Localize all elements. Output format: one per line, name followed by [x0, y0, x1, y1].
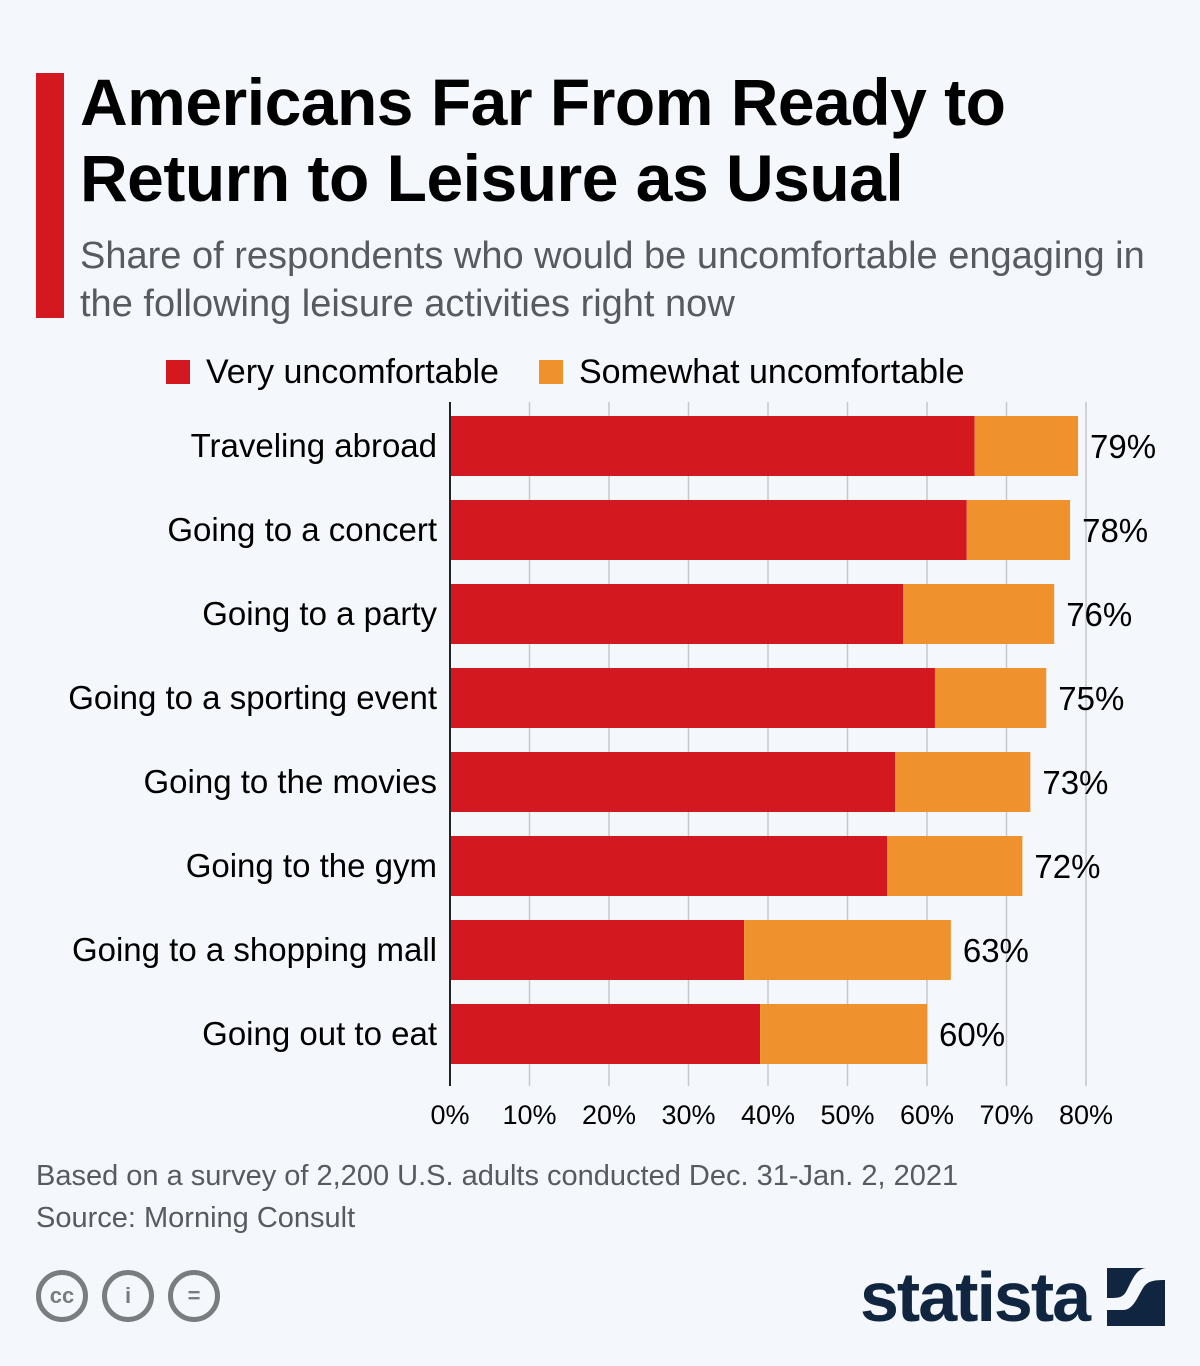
total-value-label: 63%: [963, 932, 1029, 969]
category-label: Going out to eat: [202, 1015, 437, 1052]
x-tick-label: 70%: [979, 1100, 1033, 1130]
x-tick-label: 60%: [900, 1100, 954, 1130]
x-tick-label: 40%: [741, 1100, 795, 1130]
bar-very-uncomfortable: [450, 416, 975, 476]
category-label: Going to the movies: [144, 763, 438, 800]
x-tick-label: 20%: [582, 1100, 636, 1130]
chart-subtitle: Share of respondents who would be uncomf…: [80, 235, 1145, 325]
legend-swatch-somewhat: [538, 360, 563, 384]
legend-item-very: Very uncomfortable: [166, 353, 499, 392]
bar-very-uncomfortable: [450, 752, 896, 812]
bar-very-uncomfortable: [450, 584, 904, 644]
legend-swatch-very: [166, 360, 190, 384]
bar-somewhat-uncomfortable: [966, 500, 1071, 560]
category-label: Going to a concert: [167, 511, 437, 548]
category-labels: Traveling abroad Going to a concert Going …: [68, 427, 437, 1052]
bar-somewhat-uncomfortable: [934, 668, 1047, 728]
no-derivatives-icon[interactable]: =: [168, 1270, 220, 1322]
bar-somewhat-uncomfortable: [760, 1004, 927, 1064]
total-value-label: 75%: [1058, 680, 1124, 717]
total-value-label: 72%: [1034, 848, 1100, 885]
bar-somewhat-uncomfortable: [895, 752, 1031, 812]
footnote: Based on a survey of 2,200 U.S. adults c…: [36, 1155, 958, 1239]
total-value-label: 79%: [1090, 428, 1156, 465]
total-value-label: 76%: [1066, 596, 1132, 633]
bar-very-uncomfortable: [450, 1004, 761, 1064]
category-label: Going to a shopping mall: [72, 931, 437, 968]
statista-wordmark: statista: [860, 1258, 1091, 1336]
x-tick-label: 80%: [1059, 1100, 1113, 1130]
statista-logo[interactable]: statista: [860, 1258, 1166, 1336]
category-label: Going to a sporting event: [68, 679, 437, 716]
legend-label-very: Very uncomfortable: [206, 352, 499, 391]
bar-somewhat-uncomfortable: [887, 836, 1023, 896]
chart-title: Americans Far From Ready to Return to Le…: [80, 65, 1006, 215]
x-tick-label: 10%: [502, 1100, 556, 1130]
survey-note: Based on a survey of 2,200 U.S. adults c…: [36, 1160, 959, 1192]
bar-very-uncomfortable: [450, 836, 888, 896]
x-tick-label: 30%: [661, 1100, 715, 1130]
statista-mark-icon: [1107, 1268, 1166, 1326]
x-tick-label: 0%: [430, 1100, 469, 1130]
bar-very-uncomfortable: [450, 668, 935, 728]
total-value-label: 60%: [939, 1016, 1005, 1053]
title-accent-bar: [36, 73, 64, 318]
source-note: Source: Morning Consult: [36, 1202, 356, 1234]
bar-very-uncomfortable: [450, 500, 967, 560]
total-value-label: 78%: [1082, 512, 1148, 549]
category-label: Going to a party: [202, 595, 437, 632]
attribution-icon[interactable]: i: [102, 1270, 154, 1322]
creative-commons-icon[interactable]: cc: [36, 1270, 88, 1322]
total-value-label: 73%: [1042, 764, 1108, 801]
category-label: Traveling abroad: [191, 427, 437, 464]
legend: Very uncomfortable Somewhat uncomfortabl…: [166, 352, 1004, 392]
category-label: Going to the gym: [186, 847, 437, 884]
legend-label-somewhat: Somewhat uncomfortable: [578, 352, 965, 391]
x-tick-label: 50%: [820, 1100, 874, 1130]
legend-item-somewhat: Somewhat uncomfortable: [538, 352, 965, 392]
value-labels: 79% 78% 76% 75% 73% 72% 63% 60%: [939, 428, 1156, 1053]
bars: [450, 416, 1079, 1064]
stacked-bar-chart: Traveling abroad Going to a concert Going …: [68, 402, 1156, 1130]
bar-somewhat-uncomfortable: [744, 920, 951, 980]
bar-very-uncomfortable: [450, 920, 745, 980]
bar-somewhat-uncomfortable: [974, 416, 1079, 476]
license-icons: cc i =: [36, 1270, 234, 1322]
bar-somewhat-uncomfortable: [903, 584, 1055, 644]
x-axis-ticks: 0% 10% 20% 30% 40% 50% 60% 70% 80%: [430, 1100, 1113, 1130]
